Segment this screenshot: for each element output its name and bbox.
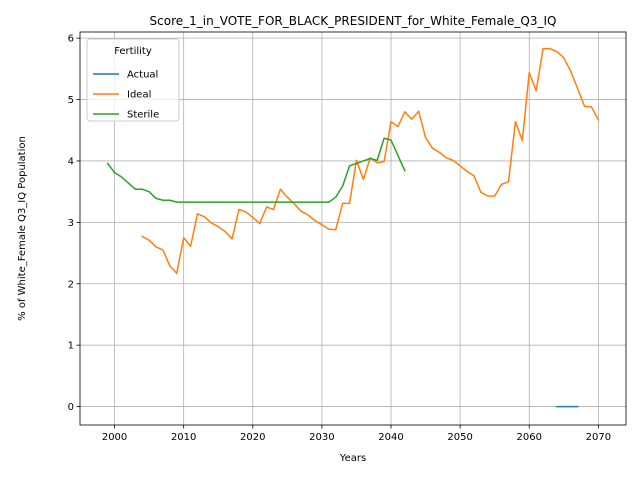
x-axis-label: Years (339, 453, 366, 464)
y-tick-label: 4 (68, 156, 74, 167)
legend-title: Fertility (114, 46, 152, 57)
series-line-sterile (106, 137, 406, 203)
y-tick-label: 2 (68, 279, 74, 290)
y-tick-label: 1 (68, 341, 74, 352)
x-tick-label: 2020 (240, 432, 265, 443)
plot-frame (79, 31, 627, 426)
y-tick-label: 0 (68, 402, 74, 413)
legend-label-sterile: Sterile (127, 110, 159, 121)
x-tick-label: 2030 (309, 432, 334, 443)
grid (80, 32, 626, 425)
x-tick-label: 2040 (378, 432, 403, 443)
chart-title: Score_1_in_VOTE_FOR_BLACK_PRESIDENT_for_… (150, 14, 557, 28)
x-tick-label: 2010 (171, 432, 196, 443)
axis-ticks: 2000 2010 2020 2030 2040 2050 2060 2070 0 1 2 3 4 5 6 (68, 34, 611, 443)
legend-box (86, 38, 180, 122)
legend: Fertility Actual Ideal Sterile (86, 38, 180, 122)
y-tick-label: 3 (68, 218, 74, 229)
x-tick-label: 2070 (586, 432, 611, 443)
legend-label-ideal: Ideal (127, 90, 151, 101)
y-axis-label: % of White_Female Q3_IQ Population (17, 136, 28, 321)
x-tick-label: 2060 (517, 432, 542, 443)
y-tick-label: 6 (68, 34, 74, 45)
x-tick-label: 2050 (447, 432, 472, 443)
y-tick-label: 5 (68, 95, 74, 106)
series-lines (106, 47, 600, 408)
legend-items: Actual Ideal Sterile (93, 70, 159, 121)
legend-label-actual: Actual (127, 70, 158, 81)
x-tick-label: 2000 (102, 432, 127, 443)
